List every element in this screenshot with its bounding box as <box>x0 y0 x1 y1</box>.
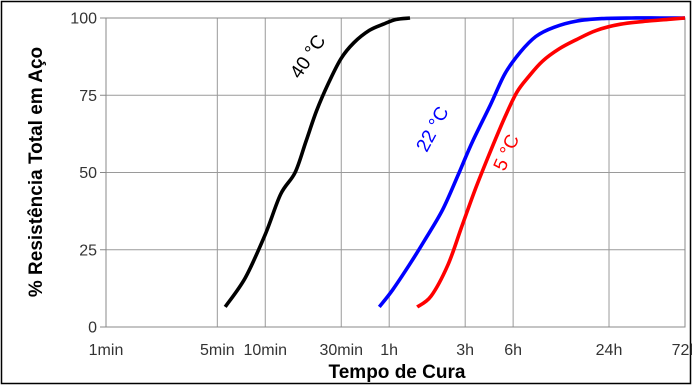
x-tick-label: 6h <box>504 342 522 359</box>
x-tick-label: 10min <box>243 342 287 359</box>
y-tick-label: 0 <box>88 320 97 337</box>
y-axis-title: % Resistência Total em Aço <box>26 47 47 297</box>
x-tick-label: 30min <box>319 342 363 359</box>
x-tick-label: 72h <box>672 342 692 359</box>
series-22c-line <box>377 16 685 309</box>
x-tick-label: 24h <box>596 342 623 359</box>
x-tick-label: 1min <box>89 342 124 359</box>
y-tick-label: 75 <box>79 88 97 105</box>
x-tick-label: 1h <box>380 342 398 359</box>
y-tick-label: 50 <box>79 165 97 182</box>
grid <box>100 17 685 328</box>
series-5c-line <box>416 16 686 309</box>
x-axis-title: Tempo de Cura <box>329 362 466 383</box>
y-tick-label: 100 <box>70 11 97 28</box>
series-40c-line <box>223 16 411 308</box>
x-tick-labels: 1min 5min 10min 30min 1h 3h 6h 24h 72h <box>89 342 692 359</box>
y-tick-labels: 0 25 50 75 100 <box>70 11 97 337</box>
y-tick-label: 25 <box>79 242 97 259</box>
series-group <box>223 16 686 309</box>
x-tick-label: 5min <box>200 342 235 359</box>
x-tick-label: 3h <box>456 342 474 359</box>
